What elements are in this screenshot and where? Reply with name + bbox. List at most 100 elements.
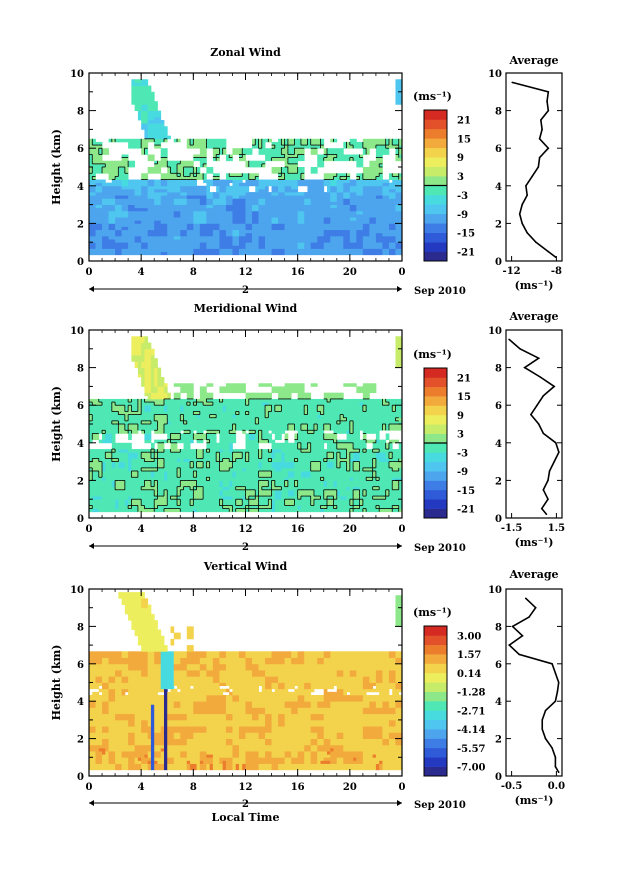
- heatmap-cell: [163, 477, 168, 481]
- heatmap-cell: [300, 251, 305, 256]
- heatmap-cell: [261, 210, 266, 215]
- heatmap-cell: [173, 471, 178, 475]
- heatmap-cell: [177, 167, 181, 171]
- heatmap-cell: [98, 414, 103, 419]
- heatmap-cell: [157, 439, 162, 444]
- heatmap-cell: [206, 245, 211, 249]
- x-tick-label: 8: [190, 267, 197, 278]
- heatmap-cell: [333, 232, 338, 237]
- heatmap-cell: [108, 188, 113, 193]
- heatmap-cell: [105, 436, 109, 441]
- heatmap-cell: [225, 223, 230, 227]
- heatmap-cell: [98, 179, 103, 184]
- heatmap-cell: [183, 167, 188, 171]
- heatmap-cell: [359, 182, 364, 187]
- heatmap-cell: [216, 207, 220, 212]
- heatmap-cell: [340, 242, 344, 246]
- heatmap-cell: [124, 442, 129, 447]
- heatmap-cell: [144, 101, 149, 105]
- heatmap-cell: [170, 424, 175, 428]
- heatmap-cell: [199, 499, 204, 503]
- heatmap-cell: [92, 151, 96, 155]
- heatmap-cell: [124, 483, 129, 488]
- heatmap-cell: [330, 179, 334, 184]
- heatmap-cell: [366, 185, 370, 190]
- heatmap-cell: [154, 424, 158, 428]
- heatmap-cell: [297, 192, 302, 196]
- heatmap-cell: [150, 452, 155, 456]
- heatmap-cell: [336, 226, 341, 231]
- heatmap-cell: [203, 210, 207, 215]
- heatmap-cell: [124, 248, 129, 252]
- heatmap-cell: [134, 101, 139, 105]
- heatmap-cell: [261, 201, 266, 205]
- heatmap-cell: [274, 248, 279, 252]
- heatmap-cell: [343, 229, 347, 234]
- heatmap-cell: [320, 223, 325, 227]
- heatmap-cell: [160, 182, 165, 187]
- heatmap-cell: [95, 214, 100, 218]
- heatmap-cell: [379, 195, 383, 199]
- heatmap-cell: [150, 217, 155, 221]
- heatmap-cell: [128, 474, 132, 478]
- heatmap-cell: [248, 173, 253, 177]
- heatmap-cell: [398, 157, 403, 162]
- heatmap-cell: [131, 483, 136, 488]
- heatmap-cell: [199, 245, 204, 249]
- heatmap-cell: [134, 449, 139, 453]
- heatmap-cell: [294, 245, 299, 249]
- heatmap-cell: [134, 489, 139, 494]
- heatmap-cell: [111, 214, 116, 218]
- heatmap-cell: [313, 192, 318, 196]
- heatmap-cell: [225, 188, 230, 193]
- heatmap-cell: [222, 188, 227, 193]
- heatmap-cell: [340, 188, 344, 193]
- heatmap-cell: [137, 85, 142, 90]
- colorbar-band: [424, 185, 447, 196]
- heatmap-cell: [284, 141, 289, 146]
- heatmap-cell: [385, 148, 390, 152]
- heatmap-cell: [121, 154, 126, 158]
- heatmap-cell: [183, 217, 188, 221]
- heatmap-cell: [141, 489, 145, 494]
- heatmap-cell: [359, 179, 364, 184]
- heatmap-cell: [111, 176, 116, 180]
- heatmap-cell: [160, 386, 165, 390]
- heatmap-cell: [336, 204, 341, 209]
- heatmap-cell: [173, 496, 178, 500]
- heatmap-cell: [160, 461, 165, 466]
- heatmap-cell: [95, 145, 100, 149]
- heatmap-cell: [141, 342, 145, 347]
- heatmap-cell: [232, 217, 237, 221]
- heatmap-cell: [98, 210, 103, 215]
- heatmap-cell: [395, 182, 400, 187]
- heatmap-cell: [147, 427, 152, 431]
- heatmap-cell: [362, 223, 367, 227]
- heatmap-cell: [333, 207, 338, 212]
- heatmap-cell: [395, 138, 400, 143]
- heatmap-cell: [212, 176, 217, 180]
- heatmap-cell: [382, 198, 387, 202]
- heatmap-cell: [95, 489, 100, 494]
- heatmap-cell: [170, 214, 175, 218]
- heatmap-cell: [147, 135, 152, 140]
- heatmap-cell: [327, 214, 331, 218]
- heatmap-cell: [98, 452, 103, 456]
- heatmap-cell: [95, 452, 100, 456]
- heatmap-cell: [379, 188, 383, 193]
- heatmap-cell: [111, 173, 116, 177]
- heatmap-cell: [362, 229, 367, 234]
- heatmap-cell: [147, 198, 152, 202]
- heatmap-cell: [268, 239, 272, 243]
- heatmap-cell: [183, 251, 188, 256]
- heatmap-cell: [287, 192, 292, 196]
- heatmap-cell: [144, 188, 149, 193]
- heatmap-cell: [203, 173, 207, 177]
- heatmap-cell: [385, 217, 390, 221]
- heatmap-cell: [167, 192, 171, 196]
- heatmap-cell: [346, 239, 351, 243]
- heatmap-cell: [98, 508, 103, 513]
- heatmap-cell: [108, 417, 113, 422]
- heatmap-cell: [271, 185, 276, 190]
- heatmap-cell: [150, 427, 155, 431]
